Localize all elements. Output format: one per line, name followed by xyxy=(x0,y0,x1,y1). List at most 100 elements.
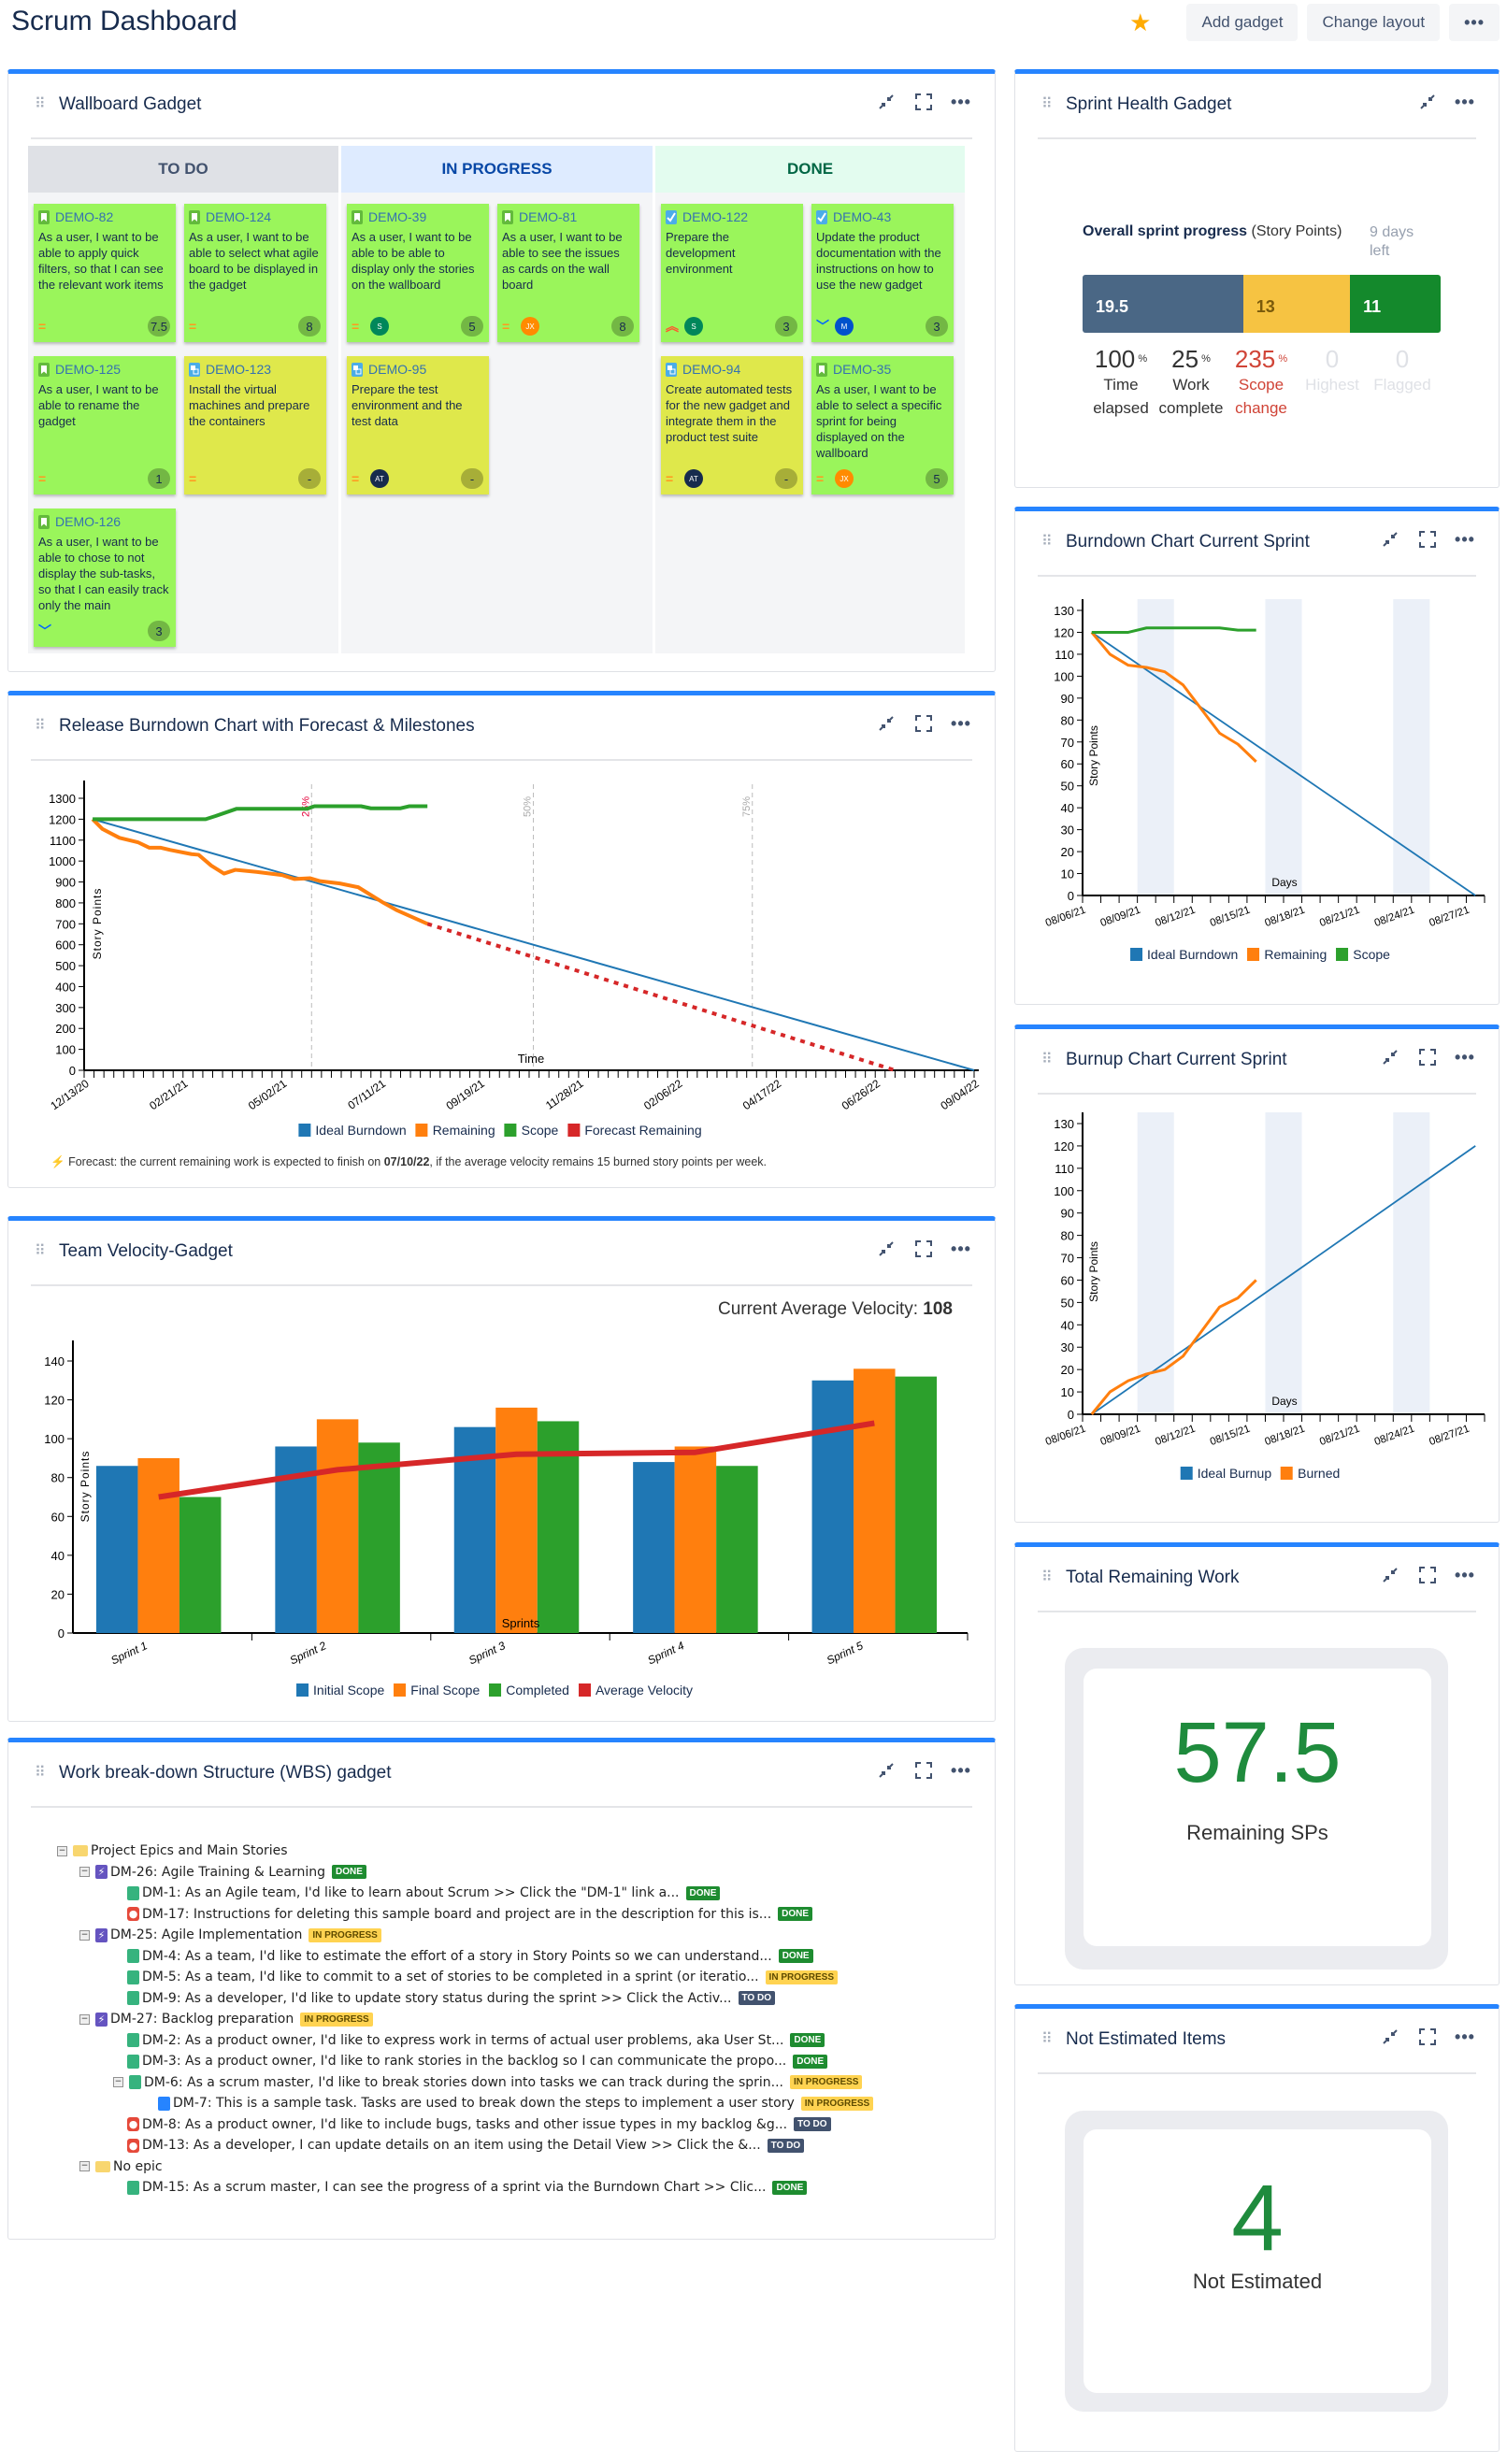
more-options-icon[interactable]: ••• xyxy=(951,713,971,733)
issue-key-link[interactable]: DEMO-35 xyxy=(833,362,892,377)
drag-handle-icon[interactable]: ⠿ xyxy=(1041,2031,1053,2047)
more-options-icon[interactable]: ••• xyxy=(951,92,971,111)
column-body: DEMO-82 As a user, I want to be able to a… xyxy=(28,193,338,653)
wbs-row[interactable]: − No epic xyxy=(79,2157,163,2176)
wbs-item-text: DM-9: As a developer, I'd like to update… xyxy=(142,1990,732,2006)
wbs-row[interactable]: ● DM-8: As a product owner, I'd like to i… xyxy=(127,2115,831,2134)
change-layout-button[interactable]: Change layout xyxy=(1307,4,1441,41)
issue-card[interactable]: DEMO-95 Prepare the test environment and … xyxy=(347,356,489,494)
more-options-icon[interactable]: ••• xyxy=(951,1239,971,1258)
issue-card[interactable]: DEMO-82 As a user, I want to be able to a… xyxy=(34,204,176,342)
issue-card[interactable]: DEMO-123 Install the virtual machines and… xyxy=(184,356,326,494)
collapse-icon[interactable] xyxy=(875,1759,897,1782)
drag-handle-icon[interactable]: ⠿ xyxy=(1041,1052,1053,1067)
add-gadget-button[interactable]: Add gadget xyxy=(1186,4,1299,41)
more-options-icon[interactable]: ••• xyxy=(1455,2027,1475,2046)
gadget-controls: ••• xyxy=(1379,2026,1476,2048)
fullscreen-icon[interactable] xyxy=(912,1759,935,1782)
x-tick-label: Sprint 4 xyxy=(646,1639,687,1667)
issue-key-link[interactable]: DEMO-43 xyxy=(833,209,892,224)
more-options-icon[interactable]: ••• xyxy=(951,1760,971,1780)
more-actions-button[interactable]: ••• xyxy=(1449,4,1500,41)
collapse-icon[interactable] xyxy=(875,1238,897,1260)
drag-handle-icon[interactable]: ⠿ xyxy=(1041,1569,1053,1585)
drag-handle-icon[interactable]: ⠿ xyxy=(35,718,46,734)
drag-handle-icon[interactable]: ⠿ xyxy=(35,1243,46,1259)
issue-key-link[interactable]: DEMO-94 xyxy=(682,362,741,377)
issue-key-link[interactable]: DEMO-81 xyxy=(519,209,578,224)
fullscreen-icon[interactable] xyxy=(1416,528,1439,551)
collapse-icon[interactable] xyxy=(1379,1046,1401,1068)
wbs-row[interactable]: DM-3: As a product owner, I'd like to ra… xyxy=(127,2052,828,2070)
fullscreen-icon[interactable] xyxy=(1416,1564,1439,1586)
gadget-title: Team Velocity-Gadget xyxy=(59,1241,233,1261)
wbs-row[interactable]: DM-15: As a scrum master, I can see the … xyxy=(127,2178,808,2197)
fullscreen-icon[interactable] xyxy=(912,712,935,735)
y-tick-label: 100 xyxy=(1054,1184,1074,1198)
issue-key-link[interactable]: DEMO-82 xyxy=(55,209,114,224)
issue-card[interactable]: DEMO-43 Update the product documentation … xyxy=(811,204,954,342)
more-options-icon[interactable]: ••• xyxy=(1455,1565,1475,1584)
wbs-row[interactable]: ● DM-17: Instructions for deleting this s… xyxy=(127,1905,813,1924)
issue-card[interactable]: DEMO-81 As a user, I want to be able to s… xyxy=(497,204,639,342)
legend-swatch xyxy=(1336,948,1349,961)
wbs-row[interactable]: DM-9: As a developer, I'd like to update… xyxy=(127,1989,775,2008)
fullscreen-icon[interactable] xyxy=(1416,2026,1439,2048)
issue-key-link[interactable]: DEMO-39 xyxy=(368,209,427,224)
collapse-toggle-icon[interactable]: − xyxy=(79,2161,90,2171)
collapse-toggle-icon[interactable]: − xyxy=(79,1867,90,1877)
bar-completed xyxy=(358,1442,400,1633)
star-icon[interactable]: ★ xyxy=(1129,7,1152,36)
issue-card[interactable]: DEMO-124 As a user, I want to be able to … xyxy=(184,204,326,342)
wbs-row[interactable]: DM-2: As a product owner, I'd like to ex… xyxy=(127,2031,825,2050)
issue-key-link[interactable]: DEMO-122 xyxy=(682,209,749,224)
issue-card[interactable]: DEMO-94 Create automated tests for the ne… xyxy=(661,356,803,494)
drag-handle-icon[interactable]: ⠿ xyxy=(1041,534,1053,550)
y-tick-label: 70 xyxy=(1061,1252,1074,1266)
wbs-row[interactable]: ● DM-13: As a developer, I can update det… xyxy=(127,2136,805,2155)
collapse-toggle-icon[interactable]: − xyxy=(57,1845,67,1856)
collapse-icon[interactable] xyxy=(1379,528,1401,551)
collapse-toggle-icon[interactable]: − xyxy=(79,1929,90,1941)
collapse-icon[interactable] xyxy=(875,91,897,113)
issue-card[interactable]: DEMO-125 As a user, I want to be able to … xyxy=(34,356,176,494)
fullscreen-icon[interactable] xyxy=(1416,1046,1439,1068)
x-tick-label: 08/06/21 xyxy=(1044,905,1087,930)
collapse-icon[interactable] xyxy=(1416,91,1439,113)
more-options-icon[interactable]: ••• xyxy=(1455,1047,1475,1067)
wbs-row[interactable]: DM-1: As an Agile team, I'd like to lear… xyxy=(127,1884,721,1902)
collapse-icon[interactable] xyxy=(1379,1564,1401,1586)
story-points-badge: - xyxy=(298,468,321,489)
wbs-row[interactable]: − ⚡ DM-25: Agile Implementation IN PROGRESS xyxy=(79,1926,381,1944)
issue-card[interactable]: DEMO-126 As a user, I want to be able to … xyxy=(34,509,176,647)
drag-handle-icon[interactable]: ⠿ xyxy=(1041,96,1053,112)
issue-key-link[interactable]: DEMO-126 xyxy=(55,514,122,529)
wbs-row[interactable]: − Project Epics and Main Stories xyxy=(57,1841,288,1860)
collapse-toggle-icon[interactable]: − xyxy=(113,2077,123,2087)
status-badge: TO DO xyxy=(794,2117,831,2131)
y-tick-label: 90 xyxy=(1061,692,1074,706)
wbs-row[interactable]: − ⚡ DM-26: Agile Training & Learning DONE xyxy=(79,1863,366,1882)
fullscreen-icon[interactable] xyxy=(912,1238,935,1260)
wbs-row[interactable]: − ⚡ DM-27: Backlog preparation IN PROGRESS xyxy=(79,2010,373,2028)
wbs-row[interactable]: − DM-6: As a scrum master, I'd like to br… xyxy=(113,2073,863,2092)
drag-handle-icon[interactable]: ⠿ xyxy=(35,1765,46,1781)
issue-key-link[interactable]: DEMO-95 xyxy=(368,362,427,377)
wbs-row[interactable]: DM-5: As a team, I'd like to commit to a… xyxy=(127,1968,839,1986)
collapse-icon[interactable] xyxy=(875,712,897,735)
more-options-icon[interactable]: ••• xyxy=(1455,529,1475,549)
fullscreen-icon[interactable] xyxy=(912,91,935,113)
wbs-row[interactable]: DM-4: As a team, I'd like to estimate th… xyxy=(127,1947,813,1966)
issue-card[interactable]: DEMO-39 As a user, I want to be able to b… xyxy=(347,204,489,342)
gadget-header: ⠿ Team Velocity-Gadget ••• xyxy=(31,1221,972,1286)
issue-key-link[interactable]: DEMO-125 xyxy=(55,362,122,377)
collapse-icon[interactable] xyxy=(1379,2026,1401,2048)
drag-handle-icon[interactable]: ⠿ xyxy=(35,96,46,112)
issue-key-link[interactable]: DEMO-124 xyxy=(206,209,272,224)
issue-card[interactable]: DEMO-35 As a user, I want to be able to s… xyxy=(811,356,954,494)
issue-key-link[interactable]: DEMO-123 xyxy=(206,362,272,377)
issue-card[interactable]: DEMO-122 Prepare the development environm… xyxy=(661,204,803,342)
wbs-row[interactable]: DM-7: This is a sample task. Tasks are u… xyxy=(158,2094,874,2113)
more-options-icon[interactable]: ••• xyxy=(1455,92,1475,111)
collapse-toggle-icon[interactable]: − xyxy=(79,2013,90,2025)
